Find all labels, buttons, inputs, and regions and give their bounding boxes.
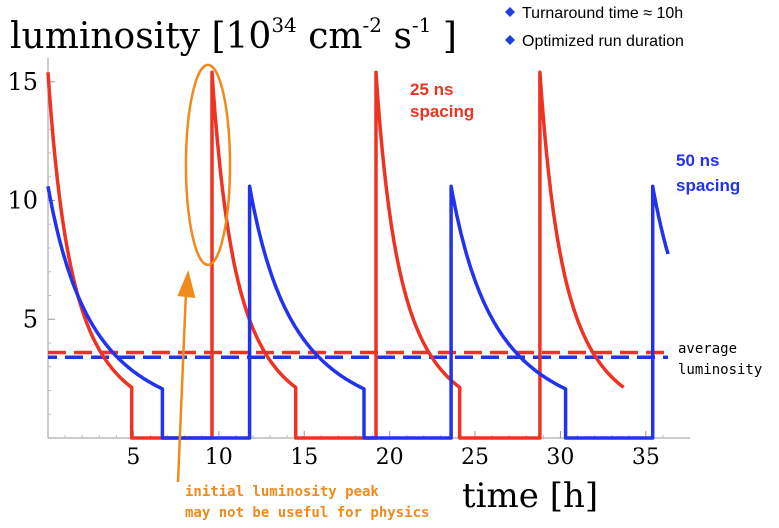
x-tick-label: 20 bbox=[376, 445, 404, 470]
x-tick-label: 5 bbox=[126, 445, 140, 470]
annotation-text: initial luminosity peak bbox=[185, 484, 379, 500]
legend-diamond-icon bbox=[505, 7, 515, 17]
y-tick-label: 5 bbox=[23, 305, 38, 333]
series-line-25ns bbox=[46, 70, 625, 440]
chart-title: luminosity [1034 cm-2 s-1 ] bbox=[10, 13, 457, 57]
legend-item-optimized: Optimized run duration bbox=[522, 33, 684, 50]
x-tick-label: 25 bbox=[461, 445, 489, 470]
x-tick-label: 30 bbox=[546, 445, 574, 470]
series-label-25ns: spacing bbox=[410, 102, 474, 121]
legend-diamond-icon bbox=[505, 35, 515, 45]
legend-item-turnaround: Turnaround time ≈ 10h bbox=[522, 5, 683, 22]
peak-annotation bbox=[176, 63, 232, 483]
annotation-text: may not be useful for physics bbox=[185, 505, 429, 521]
y-tick-label: 10 bbox=[7, 187, 38, 215]
x-tick-label: 15 bbox=[290, 445, 318, 470]
x-tick-label: 10 bbox=[205, 445, 233, 470]
legend: Turnaround time ≈ 10h Optimized run dura… bbox=[505, 5, 684, 50]
arrow-head-icon bbox=[177, 270, 196, 298]
annotation-arrow bbox=[176, 282, 188, 483]
x-tick-label: 35 bbox=[632, 445, 660, 470]
y-tick-label: 15 bbox=[7, 68, 38, 96]
average-label: luminosity bbox=[678, 362, 762, 378]
peak-ellipse bbox=[184, 63, 232, 267]
x-axis-label: time [h] bbox=[462, 476, 598, 516]
series-label-50ns: 50 ns bbox=[676, 151, 719, 170]
series-label-25ns: 25 ns bbox=[410, 80, 453, 99]
series-label-50ns: spacing bbox=[676, 176, 740, 195]
average-label: average bbox=[678, 341, 737, 357]
series-line-50ns bbox=[46, 184, 670, 440]
